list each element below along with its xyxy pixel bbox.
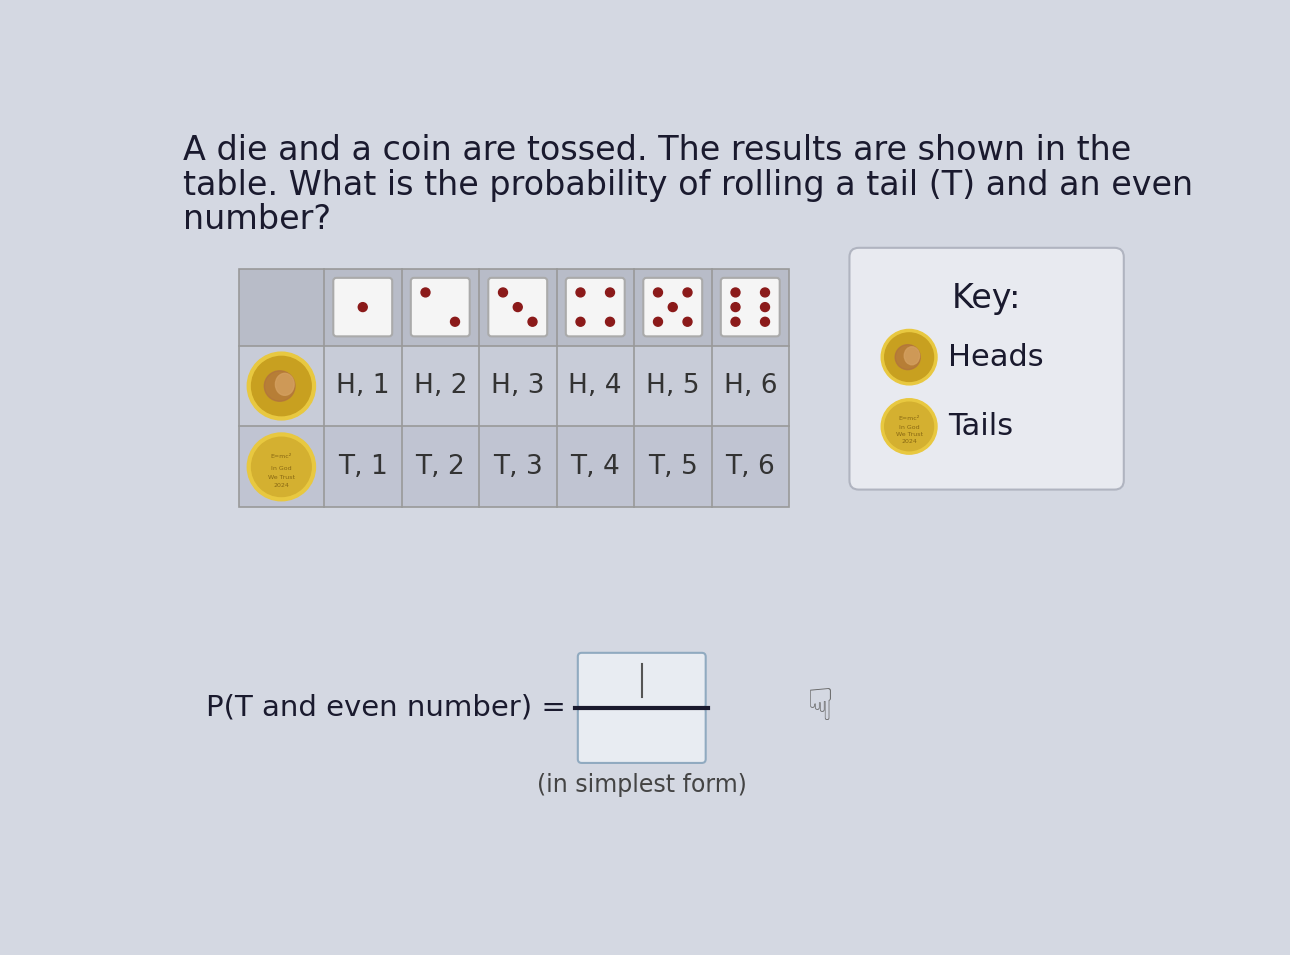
Circle shape bbox=[359, 303, 368, 311]
Text: number?: number? bbox=[183, 203, 332, 236]
Ellipse shape bbox=[885, 402, 934, 451]
FancyBboxPatch shape bbox=[849, 247, 1124, 490]
FancyBboxPatch shape bbox=[410, 278, 470, 336]
Text: H, 4: H, 4 bbox=[569, 373, 622, 399]
FancyBboxPatch shape bbox=[333, 278, 392, 336]
Circle shape bbox=[513, 303, 522, 311]
FancyBboxPatch shape bbox=[489, 278, 547, 336]
Ellipse shape bbox=[248, 352, 316, 420]
Text: E=mc²: E=mc² bbox=[271, 455, 292, 459]
Ellipse shape bbox=[881, 399, 937, 455]
Ellipse shape bbox=[275, 373, 294, 395]
Circle shape bbox=[577, 288, 584, 297]
Ellipse shape bbox=[252, 356, 311, 415]
Circle shape bbox=[450, 317, 459, 327]
FancyBboxPatch shape bbox=[721, 278, 779, 336]
Bar bbox=[239, 346, 789, 427]
FancyBboxPatch shape bbox=[644, 278, 702, 336]
Text: H, 5: H, 5 bbox=[646, 373, 699, 399]
Ellipse shape bbox=[895, 345, 920, 370]
Text: T, 1: T, 1 bbox=[338, 454, 387, 479]
Circle shape bbox=[731, 317, 740, 327]
Ellipse shape bbox=[881, 329, 937, 385]
Text: T, 5: T, 5 bbox=[648, 454, 698, 479]
Circle shape bbox=[682, 288, 691, 297]
Circle shape bbox=[654, 317, 663, 327]
Text: ☟: ☟ bbox=[806, 686, 833, 729]
Text: We Trust: We Trust bbox=[895, 433, 922, 437]
Circle shape bbox=[761, 288, 770, 297]
Circle shape bbox=[421, 288, 430, 297]
Text: A die and a coin are tossed. The results are shown in the: A die and a coin are tossed. The results… bbox=[183, 134, 1131, 167]
Circle shape bbox=[605, 317, 614, 327]
FancyBboxPatch shape bbox=[578, 708, 706, 763]
Text: H, 1: H, 1 bbox=[335, 373, 390, 399]
Text: (in simplest form): (in simplest form) bbox=[537, 773, 747, 797]
Bar bbox=[239, 268, 789, 346]
Circle shape bbox=[668, 303, 677, 311]
Circle shape bbox=[605, 288, 614, 297]
Text: H, 3: H, 3 bbox=[491, 373, 544, 399]
Circle shape bbox=[577, 317, 584, 327]
Ellipse shape bbox=[904, 347, 920, 365]
Text: T, 2: T, 2 bbox=[415, 454, 466, 479]
Text: P(T and even number) =: P(T and even number) = bbox=[206, 693, 566, 721]
Text: In God: In God bbox=[899, 425, 920, 431]
Ellipse shape bbox=[264, 371, 295, 401]
Text: E=mc²: E=mc² bbox=[899, 415, 920, 420]
Text: We Trust: We Trust bbox=[268, 475, 295, 479]
Text: Key:: Key: bbox=[952, 282, 1022, 315]
Circle shape bbox=[761, 317, 770, 327]
FancyBboxPatch shape bbox=[566, 278, 624, 336]
Circle shape bbox=[528, 317, 537, 327]
Text: In God: In God bbox=[271, 466, 292, 471]
Ellipse shape bbox=[252, 437, 311, 497]
Text: T, 3: T, 3 bbox=[493, 454, 543, 479]
Ellipse shape bbox=[885, 333, 934, 381]
Bar bbox=[239, 427, 789, 507]
Text: H, 6: H, 6 bbox=[724, 373, 777, 399]
Text: T, 4: T, 4 bbox=[570, 454, 620, 479]
Circle shape bbox=[654, 288, 663, 297]
Circle shape bbox=[731, 288, 740, 297]
Text: 2024: 2024 bbox=[902, 439, 917, 444]
Circle shape bbox=[761, 303, 770, 311]
Text: table. What is the probability of rolling a tail (T) and an even: table. What is the probability of rollin… bbox=[183, 168, 1193, 202]
Ellipse shape bbox=[248, 433, 316, 500]
Circle shape bbox=[682, 317, 691, 327]
Text: H, 2: H, 2 bbox=[414, 373, 467, 399]
Bar bbox=[239, 268, 789, 507]
Text: 2024: 2024 bbox=[273, 483, 289, 488]
Circle shape bbox=[731, 303, 740, 311]
Text: T, 6: T, 6 bbox=[725, 454, 775, 479]
Circle shape bbox=[498, 288, 507, 297]
Text: Tails: Tails bbox=[948, 412, 1013, 441]
FancyBboxPatch shape bbox=[578, 653, 706, 709]
Text: Heads: Heads bbox=[948, 343, 1044, 371]
